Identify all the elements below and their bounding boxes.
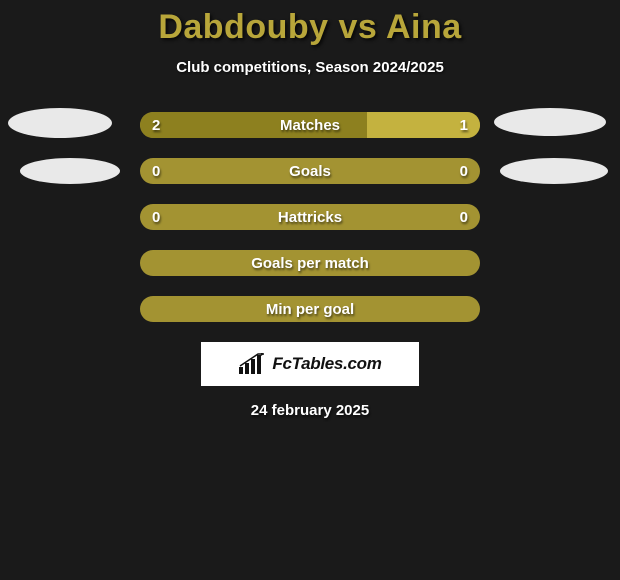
stat-value-right: 0	[460, 204, 468, 230]
stat-label: Matches	[140, 112, 480, 138]
snapshot-date: 24 february 2025	[0, 402, 620, 419]
stat-bar-goals: Goals0 0	[140, 158, 480, 184]
stat-label: Hattricks	[140, 204, 480, 230]
stat-row-hattricks: Hattricks0 0	[0, 204, 620, 230]
stat-value-left: 0	[152, 204, 160, 230]
source-badge: FcTables.com	[201, 342, 419, 386]
stat-value-right: 0	[460, 158, 468, 184]
stat-value-left: 0	[152, 158, 160, 184]
stat-value-left: 2	[152, 112, 160, 138]
source-badge-text: FcTables.com	[272, 354, 381, 374]
stat-row-matches: Matches2 1	[0, 112, 620, 138]
subtitle: Club competitions, Season 2024/2025	[0, 59, 620, 76]
stat-label: Goals	[140, 158, 480, 184]
stat-bar-min-per-goal: Min per goal	[140, 296, 480, 322]
stat-label: Goals per match	[140, 250, 480, 276]
stat-row-goals-per-match: Goals per match	[0, 250, 620, 276]
stat-bar-goals-per-match: Goals per match	[140, 250, 480, 276]
comparison-card: Dabdouby vs Aina Club competitions, Seas…	[0, 0, 620, 580]
stat-value-right: 1	[460, 112, 468, 138]
bar-chart-icon	[238, 353, 266, 375]
stats-bars-zone: Matches21Goals00Hattricks00Goals per mat…	[0, 112, 620, 322]
stat-bar-hattricks: Hattricks0 0	[140, 204, 480, 230]
stat-row-min-per-goal: Min per goal	[0, 296, 620, 322]
page-title: Dabdouby vs Aina	[0, 8, 620, 47]
stat-bar-matches: Matches2 1	[140, 112, 480, 138]
stat-row-goals: Goals0 0	[0, 158, 620, 184]
stat-label: Min per goal	[140, 296, 480, 322]
